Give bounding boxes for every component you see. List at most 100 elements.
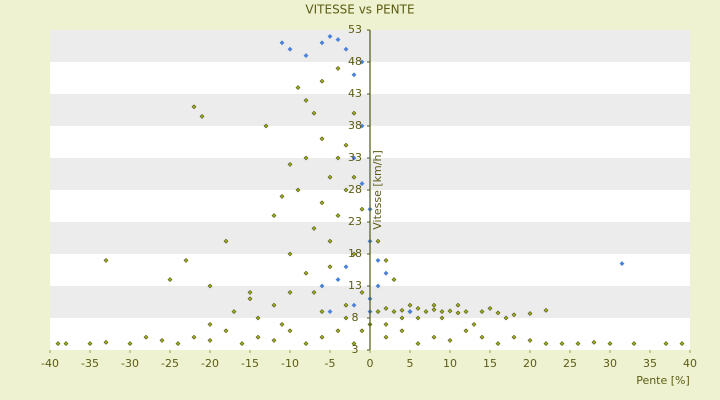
point — [103, 339, 109, 345]
x-tick-label: -5 — [325, 357, 336, 370]
point — [343, 315, 349, 321]
point — [295, 85, 301, 91]
point — [447, 308, 453, 314]
point — [479, 334, 485, 340]
point — [343, 187, 349, 193]
y-tick-label: 23 — [348, 215, 362, 228]
point — [175, 341, 181, 347]
point — [191, 334, 197, 340]
point — [351, 174, 357, 180]
point — [447, 337, 453, 343]
x-tick-label: -40 — [41, 357, 59, 370]
point — [503, 315, 509, 321]
point — [311, 289, 317, 295]
x-tick-label: 0 — [367, 357, 374, 370]
x-tick-label: -35 — [81, 357, 99, 370]
point — [375, 283, 381, 289]
x-tick-label: 10 — [443, 357, 457, 370]
point — [87, 341, 93, 347]
point — [431, 307, 437, 313]
point — [223, 238, 229, 244]
chart-title: VITESSE vs PENTE — [305, 3, 414, 17]
point — [319, 136, 325, 142]
point — [407, 302, 413, 308]
point — [575, 341, 581, 347]
y-tick-label: 13 — [348, 279, 362, 292]
point — [375, 257, 381, 263]
y-tick-label: 38 — [348, 119, 362, 132]
point — [415, 315, 421, 321]
point — [399, 307, 405, 313]
point — [319, 283, 325, 289]
point — [495, 310, 501, 316]
x-tick-label: 20 — [523, 357, 537, 370]
point — [319, 40, 325, 46]
point — [511, 334, 517, 340]
point — [383, 305, 389, 311]
point — [239, 341, 245, 347]
point — [199, 113, 205, 119]
point — [439, 309, 445, 315]
point — [359, 123, 365, 129]
point — [143, 334, 149, 340]
point — [359, 289, 365, 295]
point — [663, 341, 669, 347]
point — [343, 46, 349, 52]
x-tick-label: 15 — [483, 357, 497, 370]
point — [287, 289, 293, 295]
x-tick-label: 35 — [643, 357, 657, 370]
point — [255, 315, 261, 321]
point — [303, 155, 309, 161]
x-axis-title: Pente [%] — [636, 374, 690, 387]
point — [183, 257, 189, 263]
point — [415, 341, 421, 347]
point — [543, 307, 549, 313]
point — [287, 328, 293, 334]
point — [543, 341, 549, 347]
point — [335, 37, 341, 43]
point — [439, 315, 445, 321]
point — [287, 251, 293, 257]
point — [335, 155, 341, 161]
point — [303, 341, 309, 347]
y-tick-label: 43 — [348, 87, 362, 100]
point — [511, 312, 517, 318]
x-tick-label: -10 — [281, 357, 299, 370]
point — [495, 341, 501, 347]
point — [559, 341, 565, 347]
point — [679, 341, 685, 347]
y-tick-label: 3 — [352, 343, 359, 356]
point — [319, 78, 325, 84]
point — [375, 238, 381, 244]
y-axis-title: Vitesse [km/h] — [371, 150, 384, 230]
x-tick-label: -15 — [241, 357, 259, 370]
point — [591, 339, 597, 345]
point — [351, 251, 357, 257]
y-tick-label: 48 — [348, 55, 362, 68]
point — [399, 328, 405, 334]
point — [391, 309, 397, 315]
point — [255, 334, 261, 340]
x-tick-label: 5 — [407, 357, 414, 370]
point — [415, 305, 421, 311]
point — [455, 302, 461, 308]
point — [383, 334, 389, 340]
point — [303, 53, 309, 59]
point — [303, 270, 309, 276]
point — [455, 310, 461, 316]
point — [527, 337, 533, 343]
x-tick-label: -20 — [201, 357, 219, 370]
point — [351, 72, 357, 78]
point — [127, 341, 133, 347]
y-tick-label: 28 — [348, 183, 362, 196]
point — [55, 341, 61, 347]
point — [319, 334, 325, 340]
point — [231, 309, 237, 315]
point — [311, 110, 317, 116]
point — [343, 264, 349, 270]
point — [607, 341, 613, 347]
point — [319, 200, 325, 206]
point — [103, 257, 109, 263]
x-tick-label: -30 — [121, 357, 139, 370]
